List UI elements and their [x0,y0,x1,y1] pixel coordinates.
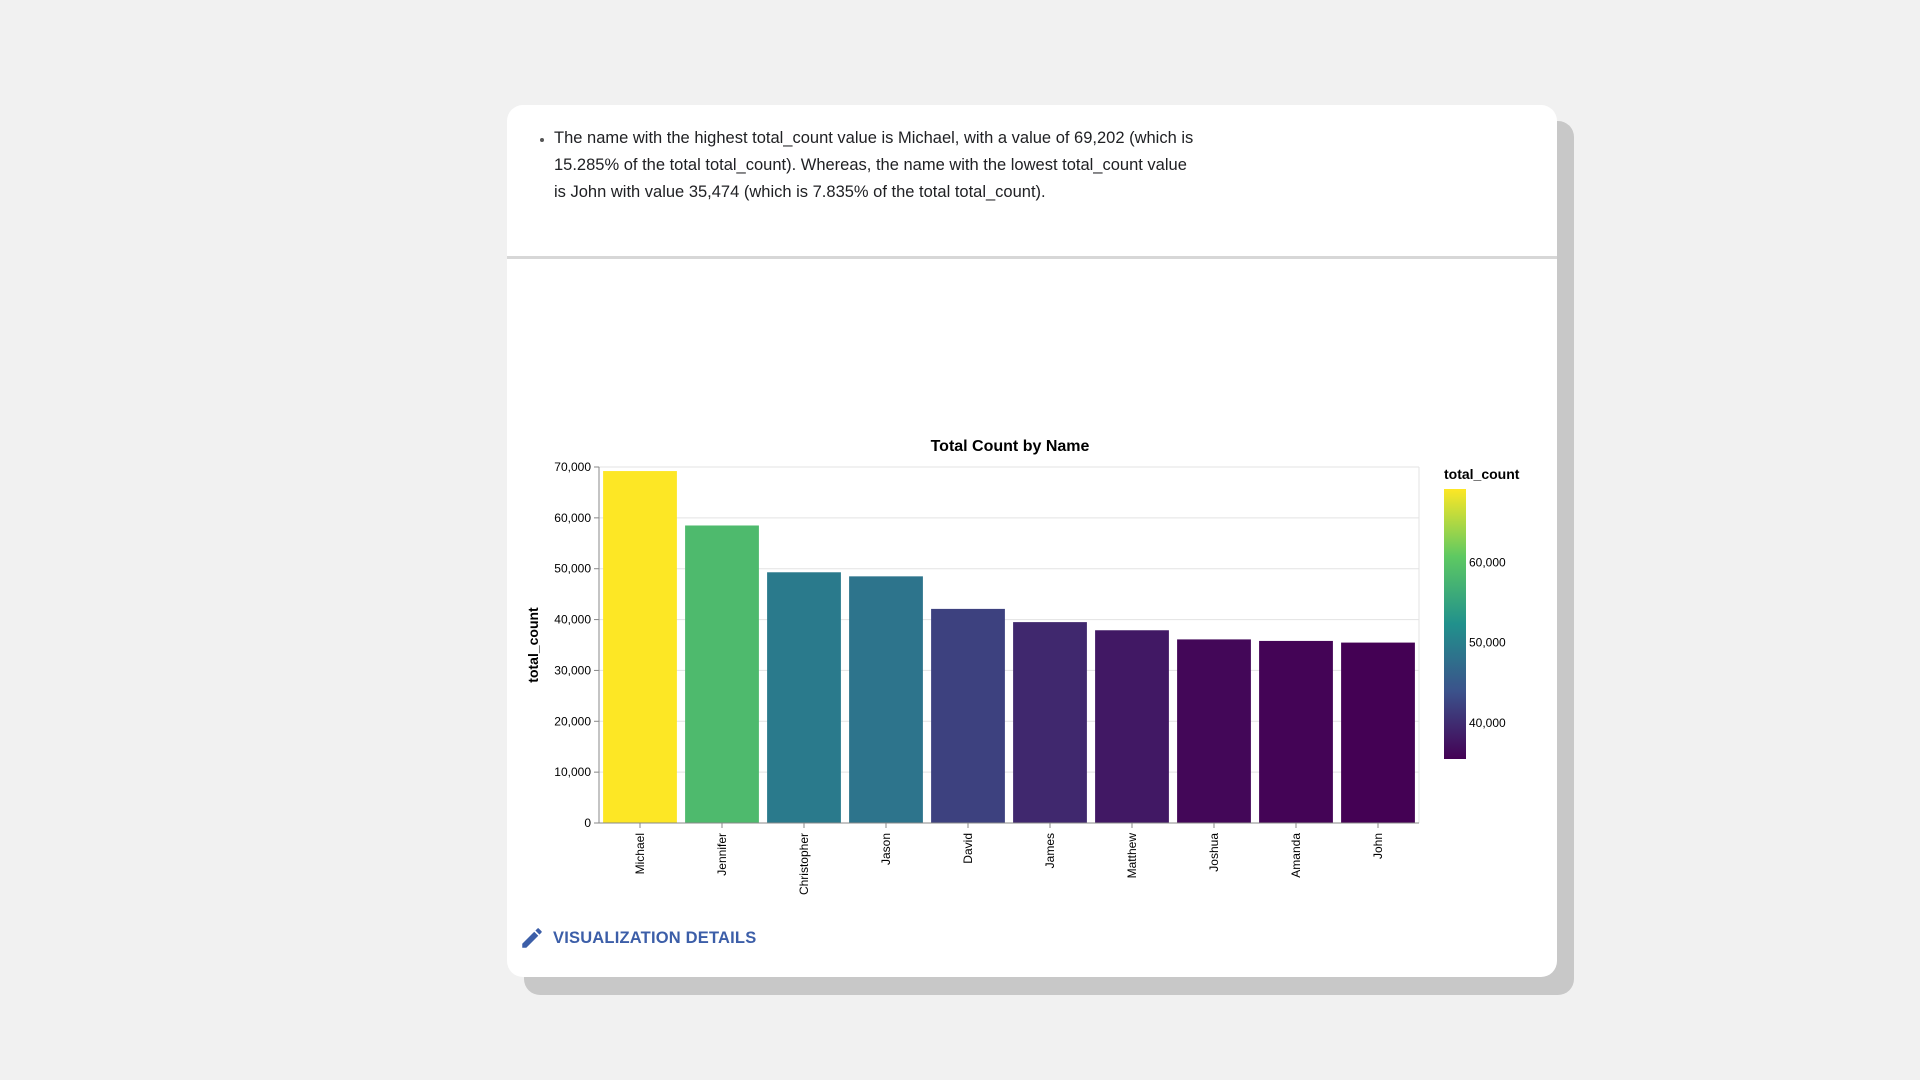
y-tick-label: 10,000 [554,765,591,779]
visualization-details-button[interactable]: VISUALIZATION DETAILS [519,923,756,953]
x-tick-label: James [1043,833,1057,868]
x-tick-label: Matthew [1125,833,1139,879]
bar-joshua[interactable] [1177,639,1251,823]
bar-john[interactable] [1341,642,1415,823]
legend-tick-label: 50,000 [1469,636,1506,650]
x-tick-label: John [1371,833,1385,859]
x-tick-label: Jason [879,833,893,865]
y-tick-label: 50,000 [554,562,591,576]
pencil-icon [522,928,542,948]
bar-christopher[interactable] [767,572,841,823]
bar-jennifer[interactable] [685,525,759,823]
y-tick-label: 20,000 [554,714,591,728]
x-tick-label: Joshua [1207,833,1221,872]
y-tick-label: 30,000 [554,663,591,677]
color-legend: total_count 60,000 50,000 40,000 [1444,466,1520,759]
bar-michael[interactable] [603,471,677,823]
bar-james[interactable] [1013,622,1087,823]
chart-title: Total Count by Name [931,438,1090,455]
y-axis-title: total_count [525,607,541,683]
x-tick-label: Christopher [797,833,811,895]
legend-tick-label: 60,000 [1469,556,1506,570]
y-tick-label: 70,000 [554,460,591,474]
insight-panel: The name with the highest total_count va… [507,105,1557,259]
x-tick-label: Michael [633,833,647,874]
bar-david[interactable] [931,608,1005,823]
visualization-details-label: VISUALIZATION DETAILS [553,928,757,947]
bar-matthew[interactable] [1095,630,1169,823]
bar-amanda[interactable] [1259,640,1333,823]
insight-list: The name with the highest total_count va… [507,105,1194,206]
y-tick-label: 60,000 [554,511,591,525]
x-tick-label: David [961,833,975,864]
visualization-card: The name with the highest total_count va… [507,105,1557,977]
legend-title: total_count [1444,466,1520,482]
bar-chart: Total Count by Name 0 10,000 20,000 30,000 4… [525,438,1520,895]
insight-text: The name with the highest total_count va… [554,125,1194,206]
legend-color-bar [1444,489,1466,759]
y-tick-label: 0 [584,816,591,830]
bar-jason[interactable] [849,576,923,823]
axes: 0 10,000 20,000 30,000 40,000 50,000 60,000 70,… [554,460,1419,895]
y-tick-label: 40,000 [554,613,591,627]
legend-ticks: 60,000 50,000 40,000 [1469,556,1506,730]
bars [603,471,1415,823]
legend-tick-label: 40,000 [1469,716,1506,730]
x-tick-label: Jennifer [715,833,729,876]
x-tick-label: Amanda [1289,833,1303,878]
